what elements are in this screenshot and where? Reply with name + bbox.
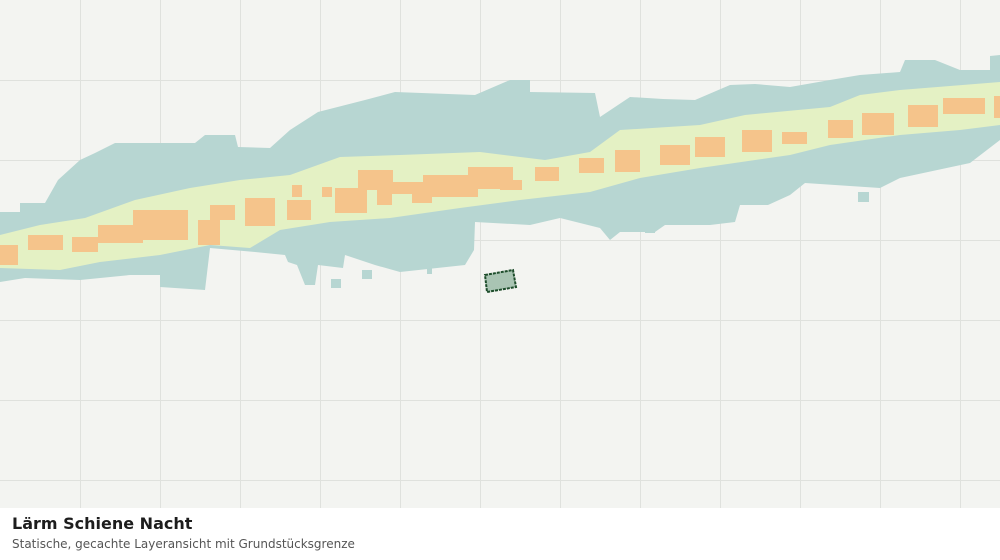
layer-title: Lärm Schiene Nacht	[12, 514, 193, 533]
noise-fragments	[331, 192, 869, 288]
map	[0, 0, 1000, 508]
layer-subtitle: Statische, gecachte Layeransicht mit Gru…	[12, 537, 355, 551]
parcel-boundary	[483, 268, 518, 294]
noise-zone-high	[0, 96, 1000, 265]
footer: Lärm Schiene Nacht Statische, gecachte L…	[0, 508, 1000, 560]
